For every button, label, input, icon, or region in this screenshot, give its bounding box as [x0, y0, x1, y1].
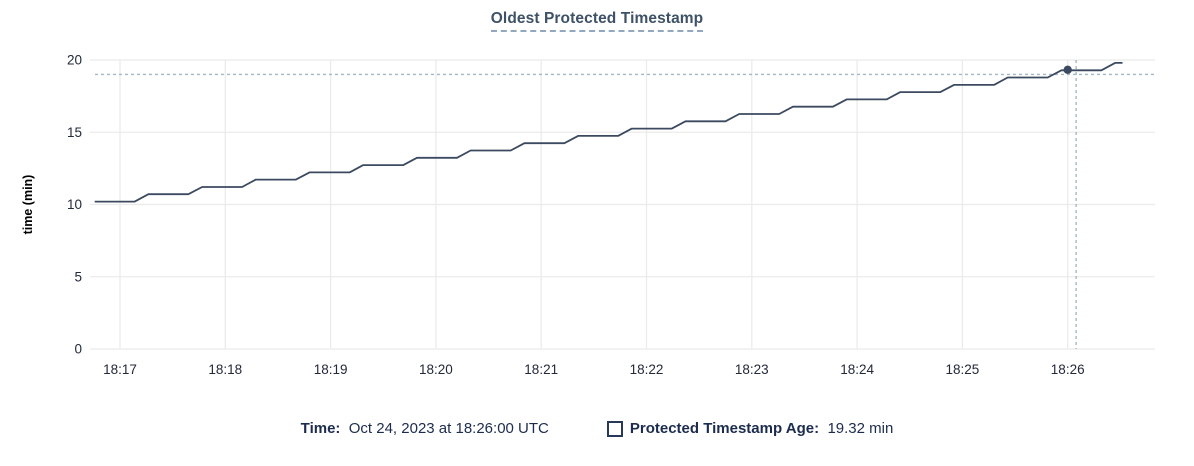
chart-title[interactable]: Oldest Protected Timestamp	[490, 10, 704, 32]
x-tick-label: 18:24	[840, 362, 874, 377]
chart-legend: Time: Oct 24, 2023 at 18:26:00 UTC Prote…	[0, 420, 1194, 437]
legend-time-group: Time: Oct 24, 2023 at 18:26:00 UTC	[301, 420, 549, 437]
y-tick-label: 20	[67, 53, 82, 68]
legend-series-group: Protected Timestamp Age: 19.32 min	[606, 420, 894, 437]
series-checkbox-swatch[interactable]	[606, 420, 623, 437]
spacer	[340, 420, 348, 437]
x-tick-label: 18:20	[419, 362, 453, 377]
x-tick-label: 18:22	[630, 362, 664, 377]
series-line	[94, 62, 1123, 203]
y-tick-label: 0	[74, 342, 82, 357]
legend-time-label: Time:	[300, 420, 341, 437]
hover-point	[1063, 65, 1072, 75]
legend-time-value: Oct 24, 2023 at 18:26:00 UTC	[348, 420, 549, 437]
x-tick-label: 18:17	[103, 362, 137, 377]
timeseries-chart[interactable]: 0 5 10 15 20 18:17 18:18 18:19 18:20 18:21 18:22 18…	[0, 0, 1194, 400]
x-tick-label: 18:19	[314, 362, 348, 377]
y-tick-label: 5	[74, 269, 82, 284]
spacer	[819, 420, 827, 437]
legend-series-label: Protected Timestamp Age:	[629, 420, 820, 437]
x-tick-label: 18:23	[735, 362, 769, 377]
chart-title-row: Oldest Protected Timestamp	[0, 10, 1194, 32]
x-tick-label: 18:18	[208, 362, 242, 377]
y-axis-label: time (min)	[21, 175, 35, 235]
y-tick-label: 10	[67, 197, 82, 212]
legend-series-value: 19.32 min	[827, 420, 894, 437]
x-tick-label: 18:21	[524, 362, 558, 377]
x-tick-label: 18:26	[1051, 362, 1085, 377]
y-tick-label: 15	[67, 125, 82, 140]
x-tick-label: 18:25	[946, 362, 980, 377]
